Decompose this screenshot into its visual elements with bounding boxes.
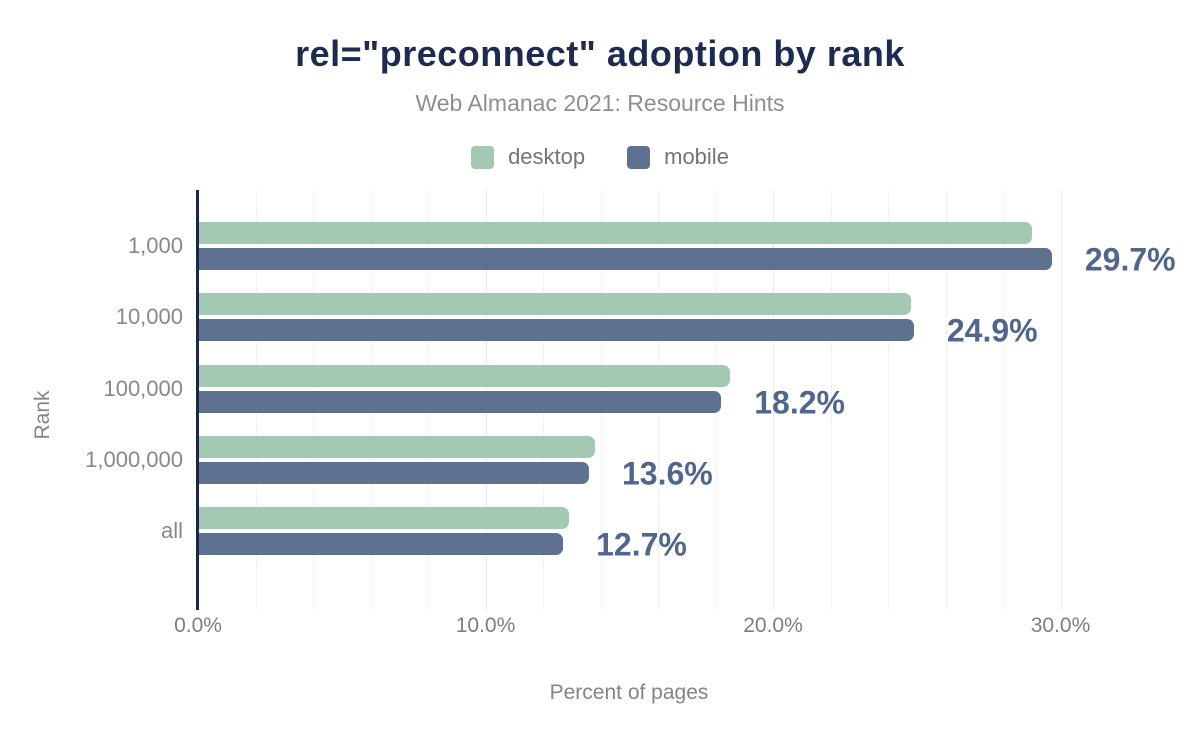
gridline-22pct: [830, 190, 832, 610]
legend-label-desktop: desktop: [508, 144, 586, 169]
bar-desktop-1000000: [199, 436, 595, 458]
legend: desktop mobile: [0, 144, 1200, 170]
legend-item-mobile: mobile: [627, 144, 729, 170]
gridline-28pct: [1003, 190, 1004, 610]
gridline-24pct: [888, 190, 889, 610]
data-label: 18.2%: [754, 384, 845, 421]
data-label: 12.7%: [596, 526, 687, 563]
desktop-swatch-icon: [471, 145, 495, 169]
data-label: 13.6%: [622, 455, 713, 492]
category-label: 100,000: [103, 376, 183, 401]
data-label: 24.9%: [946, 312, 1038, 349]
category-label: 1,000: [127, 233, 183, 258]
x-axis-title: Percent of pages: [549, 681, 709, 704]
legend-label-mobile: mobile: [664, 144, 729, 169]
bar-mobile-1000000: [199, 462, 589, 484]
category-label: all: [160, 518, 183, 543]
bar-mobile-10000: [199, 319, 914, 341]
chart-subtitle: Web Almanac 2021: Resource Hints: [415, 90, 785, 116]
chart-title: rel="preconnect" adoption by rank: [295, 33, 905, 74]
x-tick-label: 10.0%: [455, 614, 516, 637]
mobile-swatch-icon: [627, 145, 651, 169]
y-axis-line: [196, 190, 199, 610]
gridline-20pct: [773, 190, 774, 610]
bar-mobile-100000: [199, 391, 722, 413]
gridline-30pct: [1060, 190, 1062, 610]
bar-desktop-10000: [199, 293, 911, 315]
bar-mobile-1000: [199, 248, 1052, 270]
category-label: 10,000: [115, 304, 183, 329]
legend-item-desktop: desktop: [471, 144, 585, 170]
gridline-26pct: [945, 190, 947, 610]
data-label: 29.7%: [1084, 241, 1176, 278]
bar-mobile-all: [199, 533, 564, 555]
bar-desktop-100000: [199, 365, 730, 387]
category-label: 1,000,000: [85, 447, 183, 472]
x-tick-label: 0.0%: [174, 614, 222, 637]
bar-desktop-all: [199, 507, 569, 529]
bar-desktop-1000: [199, 222, 1032, 244]
x-tick-label: 20.0%: [743, 614, 803, 637]
x-tick-label: 30.0%: [1030, 614, 1091, 637]
